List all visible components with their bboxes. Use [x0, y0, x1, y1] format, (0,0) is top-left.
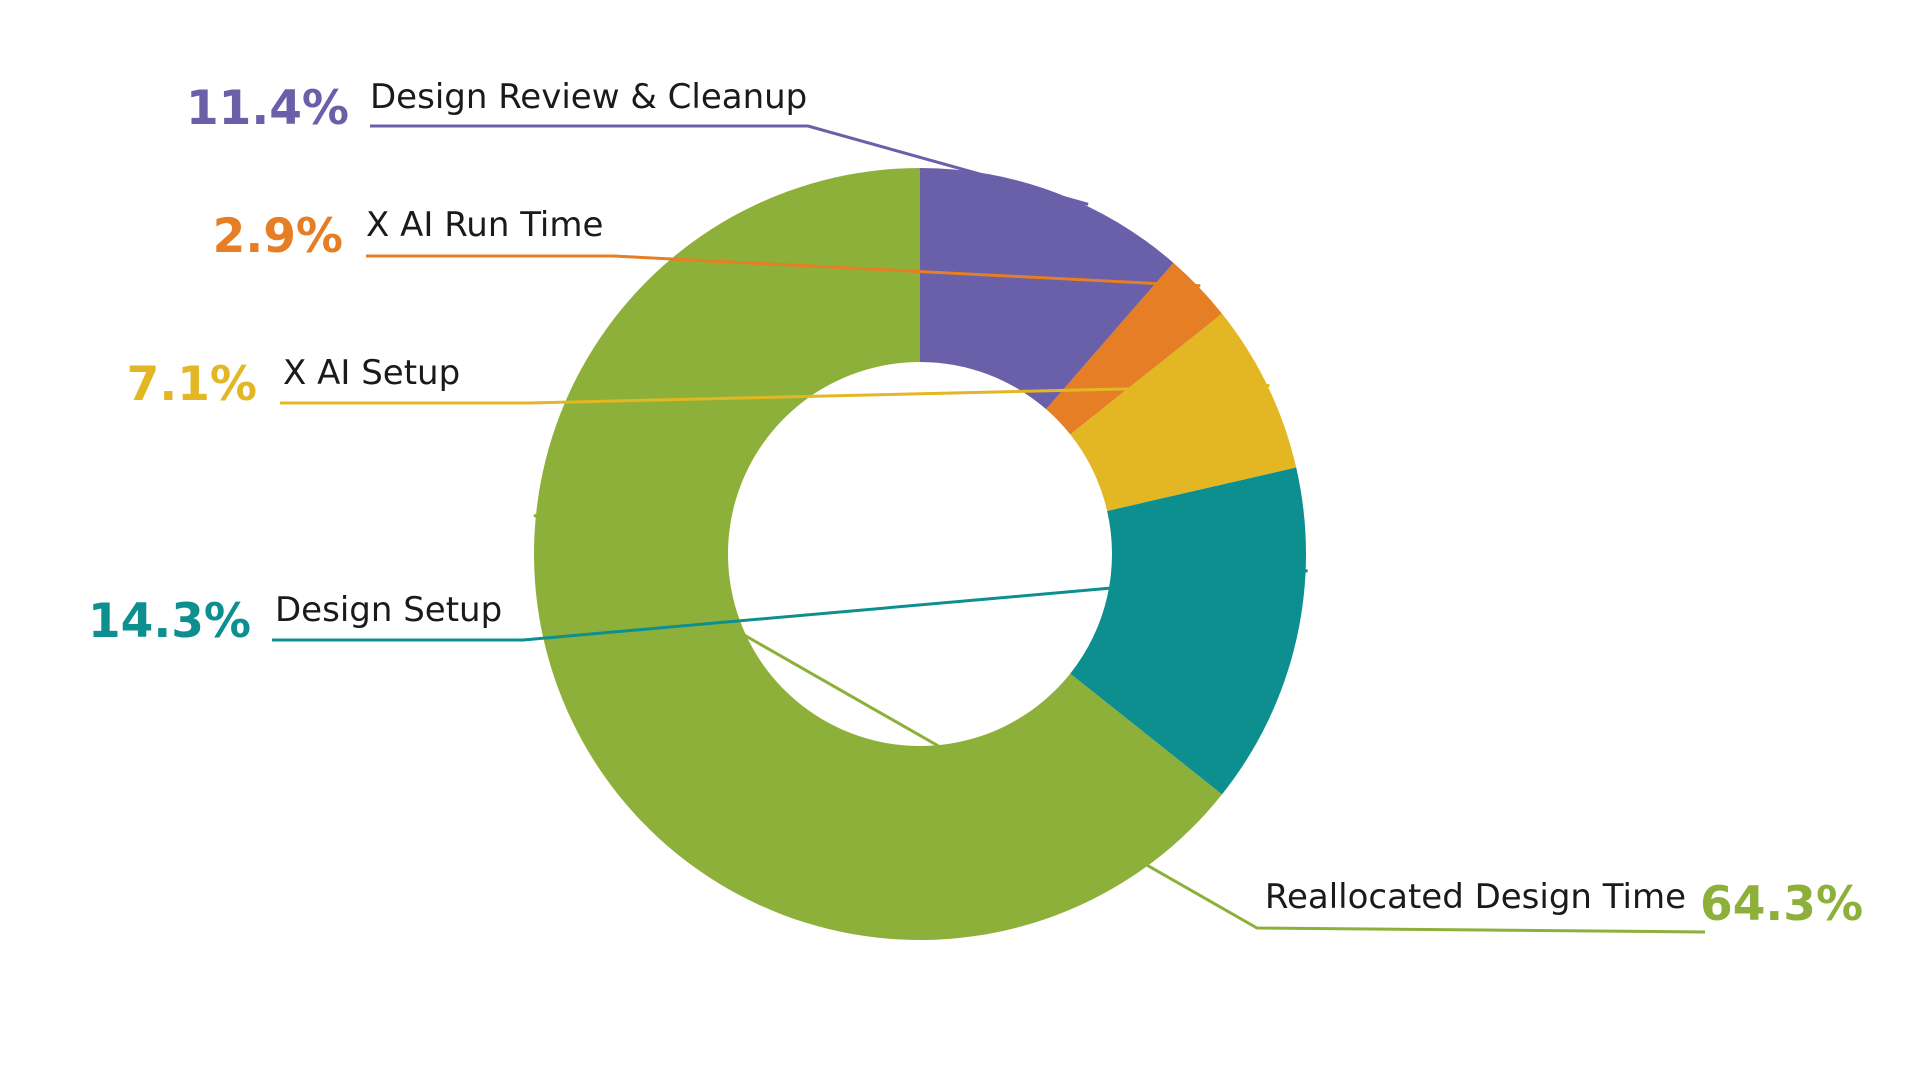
label-design-review: 11.4% Design Review & Cleanup	[186, 77, 807, 136]
slice-design-review	[920, 168, 1174, 410]
leader-line-reallocated-design-time	[533, 513, 1706, 934]
slice-design-setup	[1070, 467, 1306, 795]
data-label-design-setup-name: Design Setup	[275, 590, 502, 630]
data-label-design-setup-value: 14.3%	[88, 594, 251, 649]
data-label-x-ai-run-time-name: X AI Run Time	[366, 205, 603, 245]
label-x-ai-run-time: 2.9% X AI Run Time	[213, 205, 604, 264]
data-label-x-ai-run-time-value: 2.9%	[213, 209, 343, 264]
label-reallocated-design-time: Reallocated Design Time 64.3%	[1265, 877, 1863, 932]
leader-lines	[272, 124, 1706, 934]
leader-line-x-ai-run-time	[366, 254, 1201, 288]
slice-x-ai-run-time	[1046, 262, 1223, 435]
label-x-ai-setup: 7.1% X AI Setup	[127, 353, 461, 412]
leader-line-design-review	[370, 124, 1089, 206]
slice-reallocated-design-time	[533, 168, 1223, 940]
leader-line-design-setup	[272, 569, 1308, 642]
data-label-reallocated-design-time-name: Reallocated Design Time	[1265, 877, 1686, 917]
data-label-x-ai-setup-name: X AI Setup	[283, 353, 460, 393]
data-label-reallocated-design-time-value: 64.3%	[1700, 877, 1863, 932]
leader-line-x-ai-setup	[280, 383, 1270, 405]
chart-slices	[533, 168, 1306, 940]
data-label-design-review-value: 11.4%	[186, 81, 349, 136]
data-label-x-ai-setup-value: 7.1%	[127, 357, 257, 412]
slice-x-ai-setup	[1070, 313, 1297, 511]
label-design-setup: 14.3% Design Setup	[88, 590, 502, 649]
data-label-design-review-name: Design Review & Cleanup	[370, 77, 807, 117]
